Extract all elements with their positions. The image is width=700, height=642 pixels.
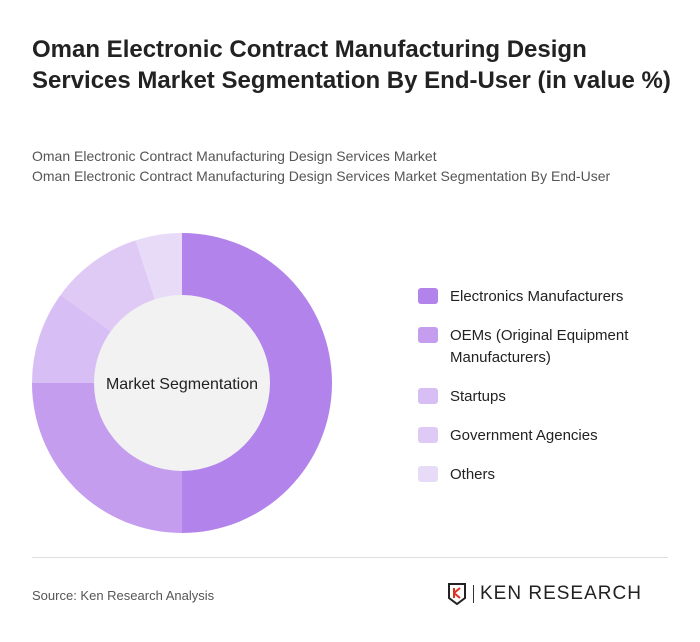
- subtitle-market: Oman Electronic Contract Manufacturing D…: [32, 148, 437, 164]
- source-note: Source: Ken Research Analysis: [32, 588, 215, 603]
- subtitle-segmentation: Oman Electronic Contract Manufacturing D…: [32, 168, 611, 184]
- legend-swatch: [418, 288, 438, 304]
- legend-item: OEMs (Original Equipment Manufacturers): [418, 325, 678, 369]
- legend-label: OEMs (Original Equipment Manufacturers): [450, 327, 629, 366]
- legend: Electronics Manufacturers OEMs (Original …: [418, 286, 678, 503]
- legend-label: Others: [450, 466, 496, 483]
- chart-title: Oman Electronic Contract Manufacturing D…: [32, 36, 671, 94]
- legend-item: Startups: [418, 386, 678, 408]
- legend-swatch: [418, 327, 438, 343]
- legend-item: Electronics Manufacturers: [418, 286, 678, 308]
- legend-item: Government Agencies: [418, 425, 678, 447]
- divider: [32, 557, 668, 558]
- donut-chart: Market Segmentation: [32, 233, 332, 533]
- donut-center: [94, 295, 270, 471]
- logo-text: KEN RESEARCH: [473, 584, 642, 603]
- legend-swatch: [418, 466, 438, 482]
- ken-research-logo: KEN RESEARCH: [447, 582, 642, 606]
- legend-swatch: [418, 388, 438, 404]
- legend-swatch: [418, 427, 438, 443]
- legend-item: Others: [418, 464, 678, 486]
- legend-label: Startups: [450, 388, 506, 405]
- logo-icon: [448, 583, 466, 606]
- legend-label: Government Agencies: [450, 427, 598, 444]
- center-label: Market Segmentation: [106, 376, 258, 393]
- legend-label: Electronics Manufacturers: [450, 288, 624, 305]
